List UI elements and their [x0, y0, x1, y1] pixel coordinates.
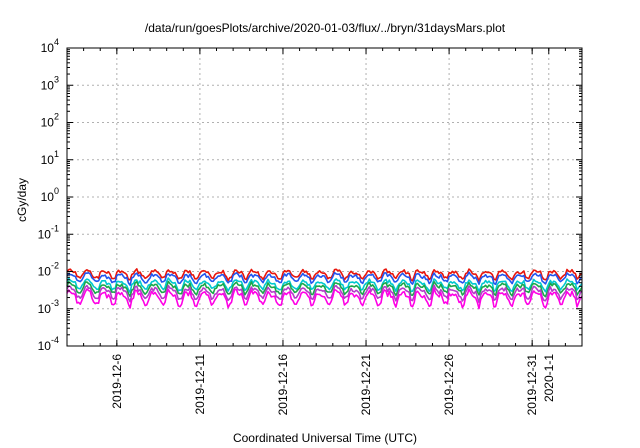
x-ticks: 2019-12-6 2019-12-11 2019-12-16 2019-12-21 2…: [66, 48, 583, 416]
y-tick-label: 104: [41, 37, 59, 55]
x-tick-label: 2019-12-31: [525, 354, 539, 416]
y-tick-label: 10-2: [38, 261, 59, 279]
x-axis-label: Coordinated Universal Time (UTC): [233, 431, 417, 445]
y-tick-label: 103: [41, 74, 59, 92]
series-line: [66, 287, 583, 310]
y-tick-label: 100: [41, 186, 59, 204]
x-tick-label: 2020-1-1: [542, 354, 556, 402]
x-tick-label: 2019-12-6: [110, 354, 124, 409]
y-tick-label: 10-1: [38, 223, 59, 241]
x-tick-label: 2019-12-26: [442, 354, 456, 416]
x-tick-label: 2019-12-16: [276, 354, 290, 416]
y-tick-label: 101: [41, 149, 59, 167]
series-group: [66, 268, 583, 310]
y-ticks: 10-4 10-3 10-2 10-1 100 101 102 103 104: [38, 37, 582, 353]
series-line: [66, 268, 583, 282]
series-line: [66, 277, 583, 294]
chart-title: /data/run/goesPlots/archive/2020-01-03/f…: [145, 21, 506, 35]
x-tick-label: 2019-12-11: [193, 354, 207, 415]
series-line: [66, 284, 583, 304]
y-tick-label: 10-3: [38, 298, 59, 316]
series-line: [66, 280, 583, 298]
series-line: [66, 271, 583, 286]
y-axis-label: cGy/day: [15, 178, 29, 222]
x-tick-label: 2019-12-21: [359, 354, 373, 416]
y-tick-label: 10-4: [38, 335, 59, 353]
y-tick-label: 102: [41, 112, 59, 130]
